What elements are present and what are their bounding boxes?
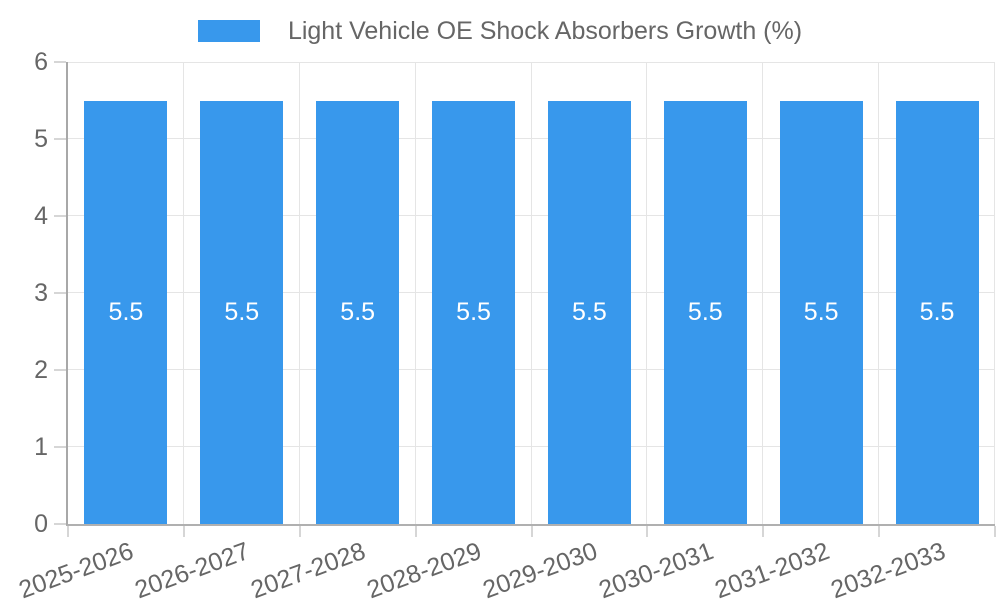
- y-axis-label: 6: [34, 48, 48, 76]
- x-gridline: [182, 62, 184, 524]
- y-axis-label: 2: [34, 356, 48, 384]
- x-axis-label: 2028-2029: [363, 537, 486, 605]
- y-axis-tick: [54, 215, 66, 217]
- x-axis-label: 2029-2030: [479, 537, 602, 605]
- x-axis-label: 2030-2031: [594, 537, 717, 605]
- y-gridline: [68, 62, 995, 63]
- x-axis-tick: [67, 526, 69, 537]
- x-gridline: [530, 62, 532, 524]
- bar[interactable]: 5.5: [779, 100, 863, 524]
- bar-value-label: 5.5: [224, 297, 260, 326]
- bar-value-label: 5.5: [687, 297, 723, 326]
- bar[interactable]: 5.5: [895, 100, 979, 524]
- x-gridline: [878, 62, 880, 524]
- x-axis-label: 2025-2026: [15, 537, 138, 605]
- x-gridline: [298, 62, 300, 524]
- x-gridline: [646, 62, 648, 524]
- bar-value-label: 5.5: [803, 297, 839, 326]
- y-axis-label: 3: [34, 279, 48, 307]
- y-axis-label: 0: [34, 510, 48, 538]
- y-axis-tick: [54, 369, 66, 371]
- x-axis-label: 2026-2027: [131, 537, 254, 605]
- x-axis-label: 2027-2028: [247, 537, 370, 605]
- bar[interactable]: 5.5: [432, 100, 516, 524]
- y-axis-tick: [54, 138, 66, 140]
- x-axis-tick: [298, 526, 301, 537]
- y-axis-tick: [54, 61, 66, 63]
- x-gridline: [414, 62, 416, 524]
- bar[interactable]: 5.5: [316, 100, 400, 524]
- x-gridline: [994, 62, 995, 524]
- bar[interactable]: 5.5: [663, 100, 747, 524]
- bar-value-label: 5.5: [340, 297, 376, 326]
- x-axis-label: 2031-2032: [710, 537, 833, 605]
- bar[interactable]: 5.5: [547, 100, 631, 524]
- legend-swatch: [197, 20, 260, 42]
- y-axis-tick: [54, 292, 66, 294]
- plot-area: 5.5 5.5 5.5 5.5 5.5 5.5 5.5 5.5: [66, 62, 995, 526]
- x-axis-tick: [530, 526, 533, 537]
- y-axis-tick: [54, 446, 66, 448]
- x-axis-tick: [182, 526, 185, 537]
- y-axis-label: 4: [34, 202, 48, 230]
- y-axis-label: 1: [34, 433, 48, 461]
- bar-value-label: 5.5: [456, 297, 491, 326]
- y-axis-label: 5: [34, 125, 48, 153]
- x-axis-tick: [646, 526, 649, 537]
- bar[interactable]: 5.5: [84, 100, 168, 524]
- x-axis-tick: [762, 526, 765, 537]
- bar-value-label: 5.5: [108, 297, 144, 326]
- x-axis-tick: [878, 526, 881, 537]
- bar-value-label: 5.5: [572, 297, 607, 326]
- bar[interactable]: 5.5: [200, 100, 284, 524]
- y-axis-tick: [54, 523, 66, 525]
- x-axis-label: 2032-2033: [826, 537, 949, 605]
- x-gridline: [762, 62, 764, 524]
- chart-legend[interactable]: Light Vehicle OE Shock Absorbers Growth …: [0, 14, 1000, 48]
- legend-label: Light Vehicle OE Shock Absorbers Growth …: [287, 16, 803, 45]
- x-axis-tick: [414, 526, 417, 537]
- bar-value-label: 5.5: [919, 297, 955, 326]
- x-axis-tick: [994, 526, 996, 537]
